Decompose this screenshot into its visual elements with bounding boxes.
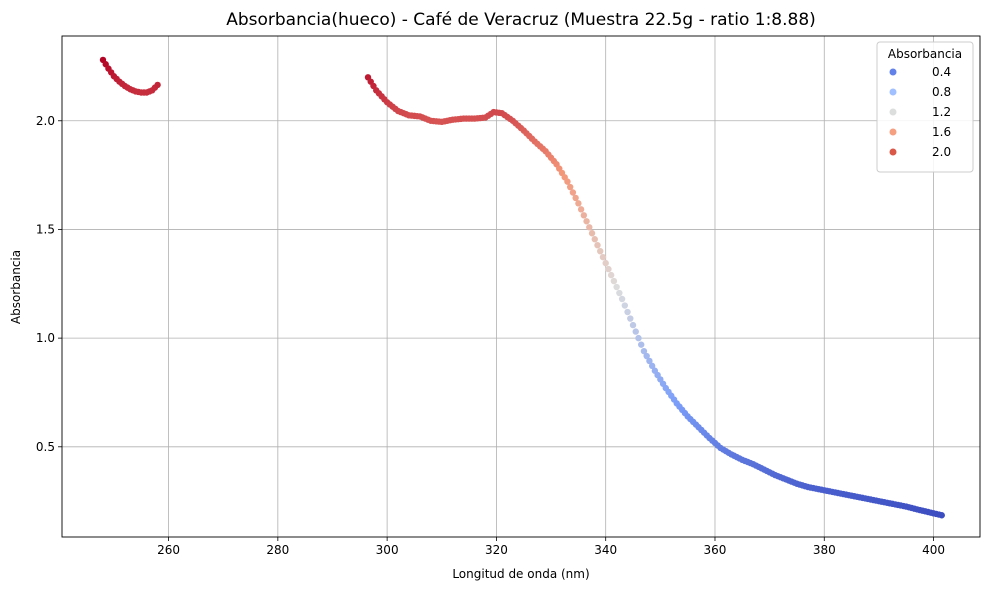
data-point [638,341,645,348]
legend-label: 0.4 [932,65,951,79]
data-point [629,321,637,329]
x-tick-label: 380 [813,543,836,557]
data-point [591,236,598,243]
data-point [646,357,653,365]
x-tick-label: 340 [594,543,617,557]
data-point [621,302,629,309]
legend-entries: 0.4 0.8 1.2 1.6 2.0 [889,65,951,159]
legend-label: 1.6 [932,125,951,139]
x-axis-label: Longitud de onda (nm) [452,567,589,581]
legend-box [876,41,974,173]
data-point [640,347,648,355]
data-point [643,352,650,360]
legend-marker [889,108,897,116]
data-point [594,242,601,249]
chart-title: Absorbancia(hueco) - Café de Veracruz (M… [226,10,816,30]
legend-title: Absorbancia [888,47,962,61]
data-point [569,189,577,196]
data-point [586,224,593,231]
data-point [580,212,588,219]
legend-marker [889,68,897,76]
y-tick-label: 0.5 [36,440,55,454]
plot-frame [61,35,981,538]
legend-marker [889,128,897,136]
x-tick-label: 300 [376,543,399,557]
data-point [599,253,607,261]
legend-label: 1.2 [932,105,951,119]
data-point [938,512,945,519]
data-point [566,183,574,191]
data-point [605,265,612,273]
data-point [154,81,161,89]
y-tick-label: 1.0 [36,331,55,345]
data-point [624,308,631,316]
data-point [648,362,656,370]
y-axis-ticks: 0.5 1.0 1.5 2.0 [36,114,62,454]
data-point [572,194,579,202]
y-axis-label: Absorbancia [9,250,23,324]
y-tick-label: 1.5 [36,222,55,236]
data-point [597,247,604,255]
x-tick-label: 260 [157,543,180,557]
data-points [99,56,945,519]
data-point [635,334,642,342]
data-point [564,178,571,185]
data-point [602,259,609,267]
x-tick-label: 280 [266,543,289,557]
data-point [618,295,626,303]
data-point [575,200,582,207]
x-tick-label: 320 [485,543,508,557]
data-point [610,277,618,285]
data-point [632,328,639,335]
data-point [577,206,585,213]
data-point [616,289,623,297]
x-axis-ticks: 260 280 300 320 340 360 380 400 [157,537,945,557]
data-point [607,271,615,279]
legend-label: 0.8 [932,85,951,99]
data-point [613,283,620,291]
legend-marker [889,88,897,96]
x-tick-label: 400 [922,543,945,557]
legend: Absorbancia 0.4 0.8 1.2 1.6 2.0 [876,41,974,173]
data-point [583,218,590,225]
x-tick-label: 360 [704,543,727,557]
y-tick-label: 2.0 [36,114,55,128]
data-point [588,230,596,237]
data-point [627,315,634,322]
legend-label: 2.0 [932,145,951,159]
legend-marker [889,148,897,156]
